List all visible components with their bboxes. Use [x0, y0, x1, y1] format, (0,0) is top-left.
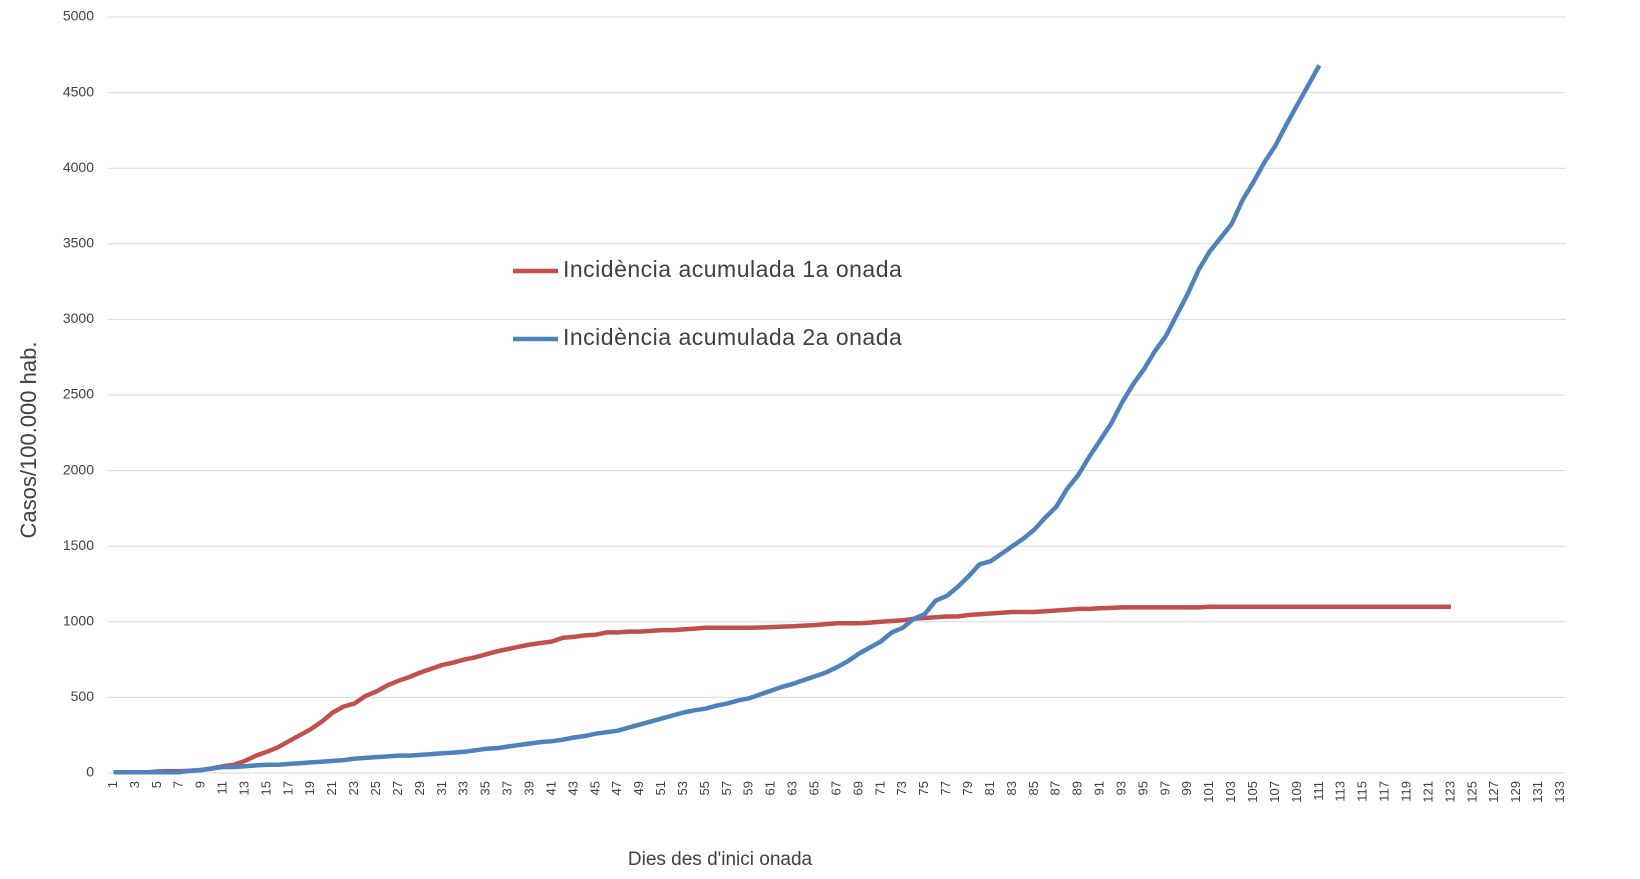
x-tick-label: 29: [412, 781, 427, 795]
x-tick-label: 109: [1289, 781, 1304, 803]
x-tick-label: 43: [565, 781, 580, 795]
x-tick-label: 127: [1486, 781, 1501, 803]
x-tick-label: 95: [1135, 781, 1150, 795]
x-tick-label: 33: [456, 781, 471, 795]
y-tick-label: 3500: [63, 235, 94, 251]
x-tick-label: 115: [1355, 781, 1370, 802]
x-tick-label: 19: [302, 781, 317, 795]
x-tick-label: 111: [1311, 781, 1326, 801]
x-tick-label: 99: [1179, 781, 1194, 795]
x-tick-label: 65: [807, 781, 822, 795]
x-tick-label: 133: [1552, 781, 1567, 803]
series-line: [113, 64, 1322, 775]
x-tick-label: 35: [478, 781, 493, 795]
series-line: [113, 604, 1451, 775]
x-tick-label: 59: [741, 781, 756, 795]
y-tick-label: 1500: [63, 537, 94, 553]
x-tick-label: 61: [763, 781, 778, 795]
y-tick-label: 2500: [63, 386, 94, 402]
y-tick-label: 3000: [63, 310, 94, 326]
x-tick-label: 63: [785, 781, 800, 795]
x-tick-label: 97: [1157, 781, 1172, 795]
x-tick-label: 3: [127, 781, 142, 788]
x-tick-label: 79: [960, 781, 975, 795]
x-tick-label: 1: [105, 781, 120, 788]
x-tick-label: 83: [1004, 781, 1019, 795]
x-tick-label: 21: [324, 781, 339, 795]
x-tick-label: 7: [171, 781, 186, 788]
y-axis-label: Casos/100.000 hab.: [16, 342, 41, 539]
x-tick-label: 91: [1092, 781, 1107, 795]
x-tick-label: 39: [521, 781, 536, 795]
x-tick-label: 11: [215, 781, 230, 795]
x-tick-label: 105: [1245, 781, 1260, 803]
x-tick-label: 49: [631, 781, 646, 795]
x-tick-label: 67: [828, 781, 843, 795]
x-tick-label: 71: [872, 781, 887, 795]
x-tick-label: 17: [280, 781, 295, 795]
x-tick-label: 47: [609, 781, 624, 795]
x-tick-label: 41: [543, 781, 558, 795]
y-tick-label: 4500: [63, 83, 94, 99]
legend-label: Incidència acumulada 2a onada: [563, 324, 902, 350]
x-tick-label: 85: [1026, 781, 1041, 795]
x-tick-label: 77: [938, 781, 953, 795]
x-tick-label: 57: [719, 781, 734, 795]
x-tick-label: 25: [368, 781, 383, 795]
x-tick-label: 125: [1464, 781, 1479, 803]
x-tick-label: 9: [193, 781, 208, 788]
x-tick-label: 51: [653, 781, 668, 795]
x-tick-label: 101: [1201, 781, 1216, 803]
x-tick-label: 75: [916, 781, 931, 795]
x-tick-label: 107: [1267, 781, 1282, 803]
x-axis-label: Dies des d'inici onada: [628, 849, 813, 870]
x-tick-label: 31: [434, 781, 449, 795]
x-tick-label: 73: [894, 781, 909, 795]
x-tick-label: 55: [697, 781, 712, 795]
x-tick-label: 121: [1420, 781, 1435, 803]
y-tick-label: 5000: [63, 8, 94, 24]
legend-label: Incidència acumulada 1a onada: [563, 256, 902, 282]
x-tick-label: 13: [236, 781, 251, 795]
x-tick-label: 15: [258, 781, 273, 795]
x-tick-label: 123: [1442, 781, 1457, 803]
x-tick-label: 93: [1113, 781, 1128, 795]
x-tick-label: 27: [390, 781, 405, 795]
y-tick-label: 500: [71, 688, 95, 704]
y-tick-label: 2000: [63, 461, 94, 477]
x-tick-label: 131: [1530, 781, 1545, 803]
x-tick-label: 119: [1398, 781, 1413, 802]
x-tick-label: 5: [149, 781, 164, 788]
x-tick-label: 53: [675, 781, 690, 795]
x-tick-label: 87: [1048, 781, 1063, 795]
x-tick-label: 89: [1070, 781, 1085, 795]
x-tick-label: 117: [1377, 781, 1392, 802]
x-tick-label: 113: [1333, 781, 1348, 802]
y-tick-label: 1000: [63, 613, 94, 629]
x-tick-label: 69: [850, 781, 865, 795]
y-tick-label: 4000: [63, 159, 94, 175]
x-tick-label: 45: [587, 781, 602, 795]
x-tick-label: 129: [1508, 781, 1523, 803]
x-tick-label: 103: [1223, 781, 1238, 803]
x-tick-label: 81: [982, 781, 997, 795]
x-tick-label: 23: [346, 781, 361, 795]
x-tick-label: 37: [500, 781, 515, 795]
y-tick-label: 0: [86, 764, 94, 780]
